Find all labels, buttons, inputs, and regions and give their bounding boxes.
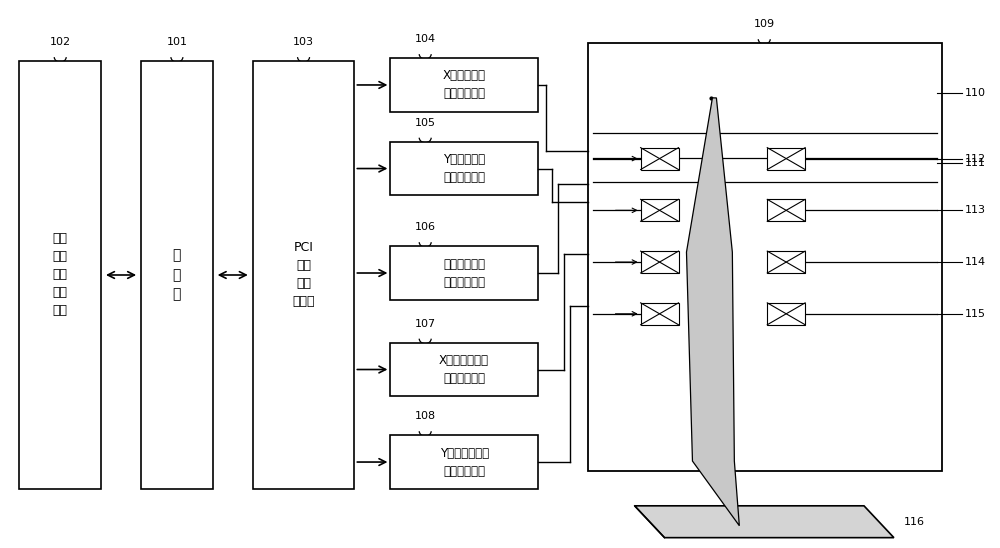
Text: X方向偏转扫描
线圈驱动电路: X方向偏转扫描 线圈驱动电路	[439, 354, 489, 385]
Text: PCI
任意
波形
发生卡: PCI 任意 波形 发生卡	[292, 242, 315, 309]
Text: 106: 106	[415, 222, 436, 232]
Bar	[253, 61, 354, 489]
Bar	[19, 61, 101, 489]
Bar	[641, 199, 679, 221]
Bar	[390, 435, 538, 489]
Polygon shape	[686, 98, 739, 526]
Polygon shape	[635, 506, 894, 538]
Text: Y方向偏转扫描
线圈驱动电路: Y方向偏转扫描 线圈驱动电路	[440, 447, 489, 477]
Text: 104: 104	[415, 34, 436, 44]
Text: X方向消像散
线圈驱动电路: X方向消像散 线圈驱动电路	[443, 70, 486, 100]
Bar	[641, 303, 679, 325]
Bar	[767, 303, 805, 325]
Text: 109: 109	[754, 19, 775, 29]
Text: 102: 102	[50, 37, 71, 47]
Text: 108: 108	[415, 411, 436, 421]
Bar	[641, 251, 679, 273]
Text: 114: 114	[965, 257, 986, 267]
Bar	[141, 61, 213, 489]
Text: Y方向消像散
线圈驱动电路: Y方向消像散 线圈驱动电路	[443, 153, 485, 184]
Bar	[390, 342, 538, 396]
Text: 工
控
机: 工 控 机	[173, 248, 181, 301]
Text: 111: 111	[965, 158, 986, 168]
Text: 115: 115	[965, 309, 986, 319]
Text: 105: 105	[415, 118, 436, 128]
Text: 110: 110	[965, 88, 986, 98]
Text: 103: 103	[293, 37, 314, 47]
Bar	[641, 147, 679, 169]
Bar	[390, 58, 538, 112]
Text: 高速动态聚焦
线圈驱动电路: 高速动态聚焦 线圈驱动电路	[443, 258, 485, 288]
Bar	[767, 147, 805, 169]
Bar	[390, 142, 538, 196]
Text: 高速
偏转
扫描
控制
软件: 高速 偏转 扫描 控制 软件	[53, 232, 68, 317]
Bar	[588, 43, 942, 471]
Text: 116: 116	[904, 517, 925, 527]
Bar	[767, 199, 805, 221]
Text: 112: 112	[965, 153, 986, 164]
Bar	[390, 246, 538, 300]
Text: 101: 101	[166, 37, 187, 47]
Text: 107: 107	[415, 319, 436, 329]
Bar	[767, 251, 805, 273]
Text: 113: 113	[965, 206, 986, 215]
